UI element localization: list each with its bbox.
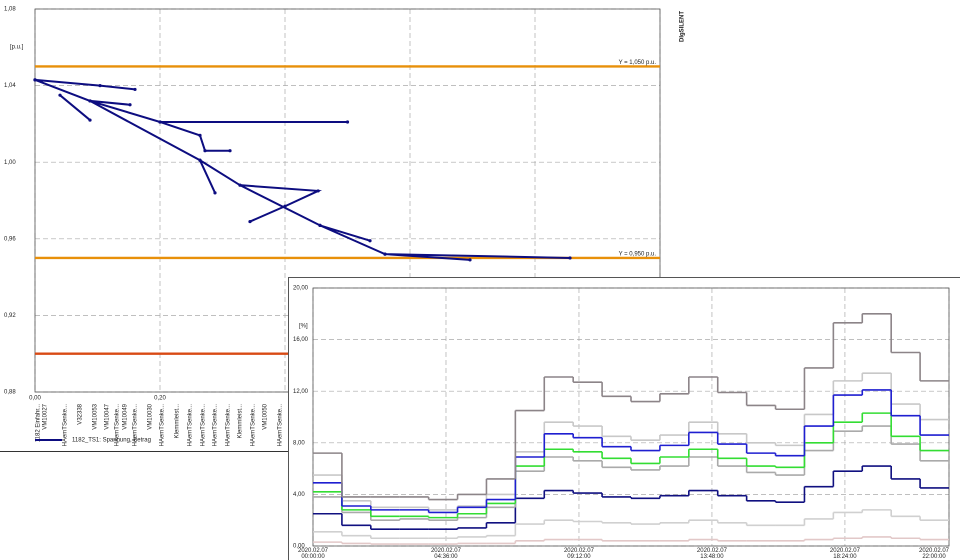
node-label: Klemmleist...	[238, 404, 244, 439]
node-label: HAemTSenke...	[133, 404, 139, 447]
data-point	[198, 133, 202, 137]
data-point	[203, 149, 207, 153]
x-tick-label: 2020.02.07 04:36:00	[430, 548, 461, 560]
y-tick-label: 0,92	[4, 313, 16, 319]
node-label: HAemTSenke...	[251, 404, 257, 447]
x-tick-label: 2020.02.07 09:12:00	[563, 548, 594, 560]
node-label: V32338	[78, 403, 84, 424]
reference-label: Y = 1,050 p.u.	[619, 60, 657, 66]
step-riser	[341, 509, 921, 539]
y-tick-label: 1,08	[4, 7, 16, 13]
y-tick-label: 4,00	[293, 492, 305, 498]
node-label: HAemTSenke...	[201, 404, 207, 447]
y-tick-label: 0,96	[4, 236, 16, 242]
node-label: HAemTSenke...	[159, 404, 165, 447]
y-tick-label: 20,00	[293, 286, 309, 292]
node-label: Klemmleist...	[174, 404, 180, 439]
x-tick-label: 2020.02.07 00:00:00	[297, 548, 329, 560]
y-unit: [p.u.]	[10, 45, 24, 51]
data-point	[33, 78, 37, 82]
data-point	[316, 189, 320, 193]
step-riser	[341, 413, 921, 518]
data-point	[228, 149, 232, 153]
node-label: HAemTSenke...	[226, 404, 232, 447]
y-tick-label: 12,00	[293, 389, 309, 395]
y-tick-label: 8,00	[293, 440, 305, 446]
data-point	[568, 256, 572, 260]
y-tick-label: 0,00	[293, 544, 305, 550]
node-label: VM10047	[104, 403, 110, 429]
reference-label: Y = 0,950 p.u.	[619, 252, 657, 258]
node-label: 1182 Einfahr...	[36, 404, 42, 443]
data-point	[468, 258, 472, 262]
plot-frame	[312, 287, 950, 547]
data-point	[98, 84, 102, 88]
y-unit: [%]	[299, 324, 308, 330]
data-point	[158, 120, 162, 124]
x-tick-label: 2020.02.07 13:48:00	[696, 548, 727, 560]
data-point	[128, 103, 132, 107]
data-point	[318, 223, 322, 227]
data-point	[133, 87, 137, 92]
node-label: VM10053	[93, 403, 99, 429]
node-label: HAemTSenke...	[63, 404, 69, 447]
y-tick-label: 0,88	[4, 390, 16, 396]
node-label: HAemTSenke...	[213, 404, 219, 447]
data-point	[213, 191, 217, 195]
node-label: HAemTSenke...	[114, 404, 120, 447]
loading-window: 0,004,008,0012,0016,0020,00[%]DIgSILENT …	[288, 277, 960, 560]
step-riser	[341, 466, 921, 530]
node-label: VM10027	[43, 403, 49, 429]
x-tick-label: 2020.02.07 18:24:00	[829, 548, 860, 560]
data-point	[383, 252, 387, 256]
data-point	[238, 183, 242, 187]
x-tick-label: 0,00	[29, 396, 41, 402]
x-tick-label: 0,20	[154, 396, 166, 402]
watermark: DIgSILENT	[680, 11, 686, 42]
data-point	[283, 204, 287, 208]
node-label: HAemTSenke...	[188, 404, 194, 447]
node-label: VM10049	[123, 403, 129, 429]
data-point	[198, 158, 202, 162]
data-point	[58, 93, 62, 97]
data-point	[345, 120, 350, 124]
y-tick-label: 1,04	[4, 83, 16, 89]
node-label: VM10050	[263, 403, 269, 429]
legend-label: 1182_TS1: Spannung, Betrag	[72, 438, 151, 444]
x-tick-label: 2020.02.07 22:00:00	[918, 548, 950, 560]
node-label: HAemTSenke...	[278, 404, 284, 447]
data-point	[248, 219, 252, 224]
node-label: VM10030	[148, 403, 154, 429]
y-tick-label: 1,00	[4, 160, 16, 166]
series-line	[34, 78, 571, 261]
data-point	[88, 118, 92, 122]
y-tick-label: 16,00	[293, 337, 309, 343]
data-point	[368, 239, 372, 243]
data-point	[88, 99, 92, 103]
